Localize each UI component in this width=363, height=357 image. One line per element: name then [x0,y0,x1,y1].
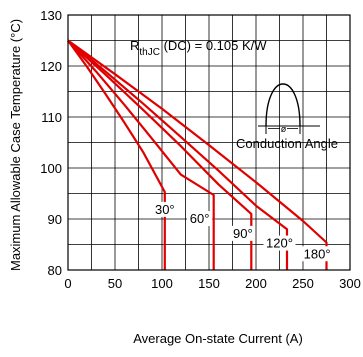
y-tick-label: 130 [40,8,62,23]
x-tick-label: 100 [151,276,173,291]
inset-caption: Conduction Angle [236,136,338,151]
y-tick-label: 80 [48,263,62,278]
x-axis-ticks: 0 50 100 150 200 250 300 [64,276,360,291]
curve-label-background [187,211,213,227]
plot-frame [67,14,351,271]
y-axis-label: Maximum Allowable Case Temperature (°C) [8,19,23,271]
y-axis-ticks: 80 90 100 110 120 130 [40,8,62,278]
curve-4 [67,39,328,270]
curve-labels: 30° 60° 90° 120° 180° [152,201,334,262]
conduction-angle-inset: ø Conduction Angle [236,83,338,151]
rthjc-annotation: RthJC (DC) = 0.105 K/W [130,38,267,58]
curve-label-3: 120° [266,236,293,251]
x-axis-label: Average On-state Current (A) [133,331,303,346]
rthjc-subscript: thJC [139,47,160,58]
curve-label-background [230,225,256,241]
curve-label-background [263,235,296,251]
curves [67,39,328,270]
rthjc-value: (DC) = 0.105 K/W [160,38,267,53]
x-tick-label: 250 [292,276,314,291]
x-tick-label: 200 [245,276,267,291]
plot-border [67,14,351,271]
curve-label-background [301,246,334,262]
x-tick-label: 50 [108,276,122,291]
inset-phi-symbol: ø [281,124,287,134]
curve-label-2: 90° [233,226,253,241]
curve-1 [67,39,215,270]
x-tick-label: 0 [64,276,71,291]
curve-2 [67,39,253,270]
y-tick-label: 100 [40,161,62,176]
x-tick-label: 150 [198,276,220,291]
curve-label-1: 60° [190,211,210,226]
inset-half-sine [265,83,301,127]
curve-3 [67,39,289,270]
curve-label-background [152,201,178,217]
x-tick-label: 300 [339,276,361,291]
curve-0 [67,39,166,270]
y-tick-label: 110 [41,110,62,125]
y-tick-label: 90 [48,212,62,227]
curve-label-4: 180° [304,246,331,261]
rthjc-symbol: R [130,38,139,53]
y-tick-label: 120 [40,59,62,74]
curve-label-0: 30° [155,202,175,217]
